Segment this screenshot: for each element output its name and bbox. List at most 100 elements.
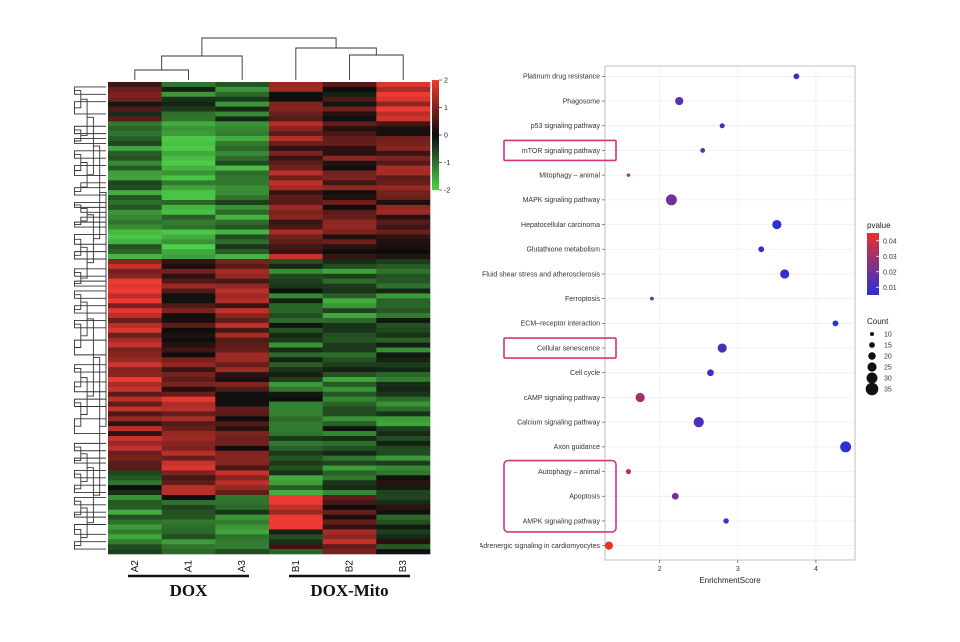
term-label: Platinum drug resistance [523,74,600,81]
heatmap-cell [108,352,162,358]
pvalue-legend-title: pvalue [867,221,891,230]
heatmap-cell [108,175,162,181]
heatmap-cell [269,141,323,147]
heatmap-cell [161,450,216,456]
heatmap-cell [269,101,323,107]
term-label: Cellular senescence [537,345,600,352]
count-legend-title: Count [867,317,889,326]
heatmap-cell [215,209,270,216]
heatmap-cell [376,141,431,147]
heatmap-cell [322,534,377,540]
heatmap-cell [161,101,216,107]
heatmap-cell [161,381,216,388]
row-dendrogram-branch [74,154,82,171]
heatmap-cell [269,224,323,230]
heatmap-cell [322,367,377,373]
heatmap-cell [161,436,216,442]
heatmap-cell [376,185,431,191]
heatmap-cell [322,450,377,456]
heatmap-cell [376,475,431,481]
heatmap-cell [215,352,270,358]
heatmap-cell [108,190,162,196]
heatmap-cell [161,455,216,461]
term-label: Mitophagy – animal [539,172,600,179]
heatmap-cell [376,263,431,270]
heatmap-cell [269,406,323,412]
dot [723,518,729,524]
heatmap-cell [161,185,216,191]
heatmap-cell [269,426,323,432]
heatmap-cell [269,244,323,250]
term-label: Hepatocellular carcinoma [521,222,600,229]
heatmap-cell [376,145,431,152]
heatmap-cell [161,426,216,432]
heatmap-cell [215,229,270,235]
heatmap-cell [322,322,377,329]
heatmap-cell [376,431,431,437]
heatmap-cell [322,145,377,152]
row-dendrogram-branch [74,129,82,142]
heatmap-cell [161,318,216,324]
heatmap-cell [215,367,270,373]
heatmap-cell [161,298,216,304]
column-dendrogram-branch [201,37,337,56]
heatmap-cell [215,268,270,275]
heatmap-cell [322,455,377,461]
heatmap-cell [376,165,431,171]
column-label: A2 [130,560,141,573]
heatmap-cell [161,337,216,343]
heatmap-cell [376,298,431,304]
heatmap-cell [108,278,162,284]
heatmap-cell [215,440,270,447]
heatmap-cell [108,460,162,466]
heatmap-cell [269,322,323,329]
heatmap-cell [161,308,216,314]
heatmap-cell [108,283,162,289]
heatmap-cell [322,318,377,324]
heatmap-cell [322,337,377,343]
dot [793,73,800,80]
term-label: Calcium signaling pathway [517,419,600,426]
heatmap-cell [376,445,431,452]
x-tick-label: 2 [658,566,662,573]
heatmap-cell [108,362,162,368]
row-dendrogram-branch [80,98,88,136]
heatmap-cell [161,465,216,471]
heatmap-cell [376,303,431,309]
heatmap-cell [269,495,323,501]
heatmap-cell [161,524,216,530]
heatmap-cell [161,499,216,506]
heatmap-cell [108,509,162,515]
heatmap-cell [269,214,323,220]
heatmap-cell [215,421,270,427]
heatmap-cell [161,116,216,122]
term-labels: Platinum drug resistance Phagosome p53 sig… [480,74,605,550]
heatmap-cell [108,367,162,373]
heatmap-cell [322,411,377,417]
row-dendrogram-branch [74,528,82,546]
heatmap-cell [215,401,270,407]
heatmap-cell [108,249,162,255]
heatmap-cell [161,283,216,289]
heatmap-cell [322,126,377,132]
heatmap-cell [376,377,431,383]
heatmap-cell [269,268,323,275]
heatmap-cell [215,470,270,476]
heatmap-cell [108,416,162,422]
heatmap-cell [108,401,162,407]
heatmap-cell [161,313,216,319]
heatmap-cell [322,141,377,147]
heatmap-cell [161,416,216,422]
row-dendrogram-branch [93,357,101,496]
term-label: AMPK signaling pathway [523,518,601,525]
heatmap-cell [215,195,270,201]
heatmap-cell [376,509,431,515]
heatmap-cell [322,190,377,196]
heatmap-cell [322,82,377,88]
row-dendrogram-branch [87,318,94,397]
heatmap-cell [322,185,377,191]
heatmap-cell [215,347,270,353]
heatmap-cell [215,539,270,545]
heatmap-cell [161,165,216,171]
heatmap-cell [215,544,270,550]
